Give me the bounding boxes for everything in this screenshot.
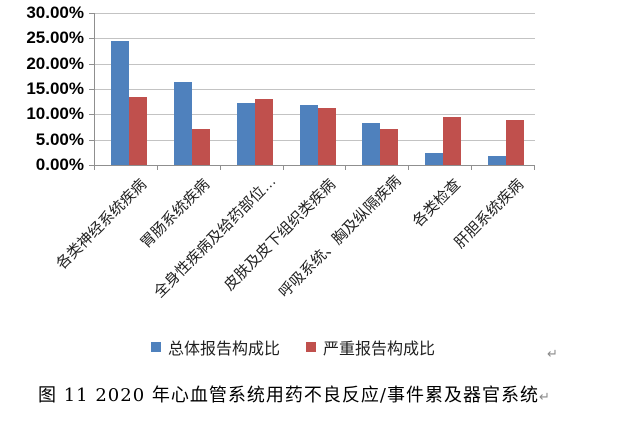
y-axis-tick <box>89 89 94 90</box>
x-axis-tick <box>534 166 535 170</box>
x-axis-tick <box>471 166 473 170</box>
figure-caption-text: 图 11 2020 年心血管系统用药不良反应/事件累及器官系统 <box>38 385 539 406</box>
y-axis-tick <box>89 114 94 116</box>
bar-total-report <box>425 153 444 165</box>
bar-serious-report <box>443 116 462 165</box>
y-axis-tick <box>89 165 94 166</box>
y-axis-tick <box>89 139 94 141</box>
bar-serious-report <box>191 129 210 165</box>
bar-total-report <box>173 82 192 165</box>
y-axis-tick-label: 0.00% <box>35 155 84 174</box>
x-axis-tick <box>156 166 158 170</box>
x-axis-category-label: 肝胆系统疾病 <box>451 176 528 252</box>
legend-swatch-total <box>150 342 161 352</box>
gridline <box>95 13 535 14</box>
legend-item-serious: 严重报告构成比 <box>306 335 435 359</box>
x-axis-category-label: 各类检查 <box>409 176 465 231</box>
bar-serious-report <box>380 129 399 165</box>
y-axis-tick-label: 30.00% <box>26 3 84 22</box>
bar-total-report <box>299 104 318 165</box>
legend-label-total: 总体报告构成比 <box>167 341 280 358</box>
x-axis-category-label: 各类神经系统疾病 <box>53 176 150 273</box>
x-axis-tick <box>94 166 95 170</box>
caption-return-mark: ↵ <box>538 389 550 404</box>
legend-item-total: 总体报告构成比 <box>150 335 280 359</box>
y-axis-tick-label: 5.00% <box>35 129 84 149</box>
gridline <box>95 63 535 65</box>
bar-total-report <box>488 156 507 165</box>
x-axis-category-label: 全身性疾病及给药部位… <box>150 172 280 302</box>
y-axis-tick-label: 20.00% <box>26 53 84 73</box>
figure-caption: 图 11 2020 年心血管系统用药不良反应/事件累及器官系统↵ <box>38 381 550 407</box>
bar-serious-report <box>254 99 273 165</box>
x-axis-category-label: 胃肠系统疾病 <box>137 176 213 252</box>
legend: 总体报告构成比 严重报告构成比 <box>0 335 586 359</box>
legend-label-serious: 严重报告构成比 <box>323 341 436 358</box>
bar-total-report <box>236 103 255 165</box>
bar-serious-report <box>317 108 336 165</box>
y-axis-tick-label: 10.00% <box>26 104 84 124</box>
x-axis-tick <box>408 166 410 170</box>
y-axis-tick <box>89 63 94 65</box>
gridline <box>95 38 535 40</box>
x-axis-category-label: 呼吸系统、胸及纵隔疾病 <box>276 172 405 302</box>
x-axis-tick <box>219 166 221 170</box>
y-axis-tick-label: 15.00% <box>26 79 84 98</box>
bar-serious-report <box>506 119 525 165</box>
y-axis-tick-label: 25.00% <box>26 28 84 48</box>
gridline <box>95 89 535 90</box>
y-axis-tick <box>89 13 94 14</box>
paragraph-return-mark: ↵ <box>547 346 558 361</box>
bar-serious-report <box>128 96 147 165</box>
x-axis-category-label: 皮肤及皮下组织类疾病 <box>220 176 339 295</box>
bar-total-report <box>362 123 381 165</box>
legend-swatch-serious <box>306 342 316 352</box>
x-axis-tick <box>282 166 284 170</box>
bar-total-report <box>110 41 129 165</box>
y-axis-tick <box>89 38 94 40</box>
plot-area <box>94 13 535 166</box>
x-axis-tick <box>345 166 347 170</box>
